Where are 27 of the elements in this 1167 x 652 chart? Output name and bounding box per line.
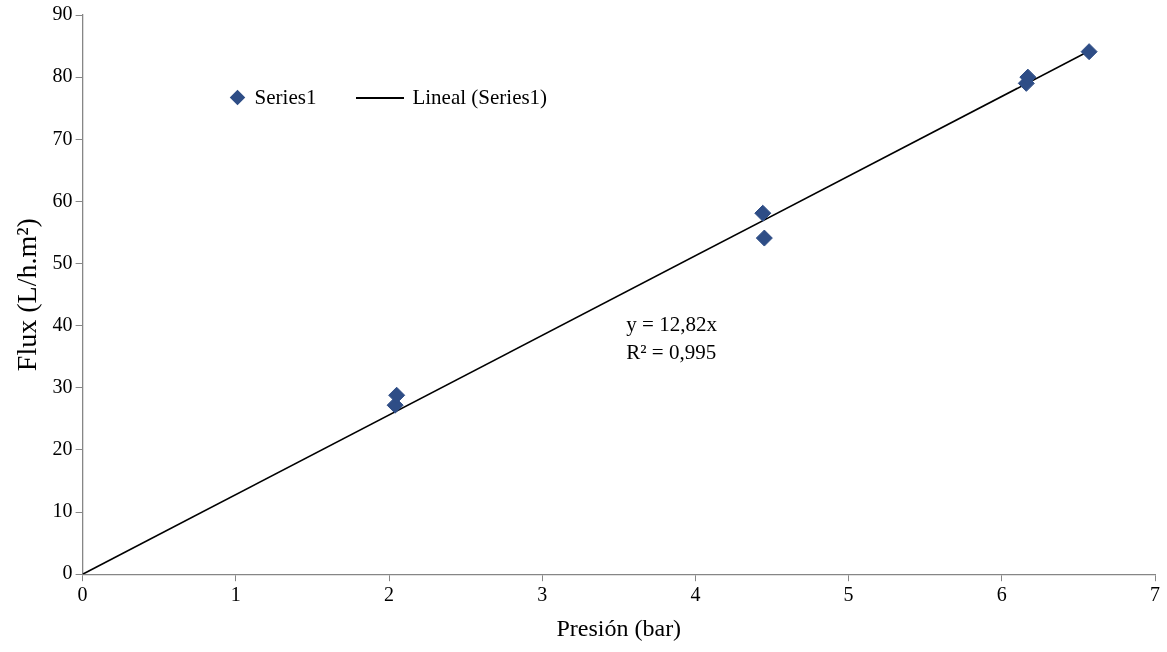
point xyxy=(754,204,772,222)
y-tick-label: 60 xyxy=(52,188,73,211)
x-tick-label: 4 xyxy=(690,583,701,606)
x-tick-label: 5 xyxy=(843,583,854,606)
annotation: R² = 0,995 xyxy=(626,339,717,364)
y-tick-label: 50 xyxy=(52,250,73,273)
x-tick-label: 1 xyxy=(230,583,241,606)
x-tick-label: 0 xyxy=(77,583,88,606)
y-tick-label: 80 xyxy=(52,64,73,87)
annotation: y = 12,82x xyxy=(626,311,718,336)
y-tick-label: 20 xyxy=(52,437,73,460)
x-axis-title: Presión (bar) xyxy=(556,614,682,641)
point xyxy=(1080,43,1098,61)
legend-label: Lineal (Series1) xyxy=(412,85,548,110)
y-tick-label: 30 xyxy=(52,375,73,398)
y-tick-label: 40 xyxy=(52,312,73,335)
y-tick-label: 10 xyxy=(52,499,73,522)
y-tick-label: 90 xyxy=(52,2,73,25)
x-tick-label: 7 xyxy=(1150,583,1160,606)
y-axis-title: Flux (L/h.m²) xyxy=(11,218,43,372)
legend-label: Series1 xyxy=(254,85,317,110)
x-tick-label: 6 xyxy=(996,583,1007,606)
x-tick-label: 2 xyxy=(384,583,394,606)
x-tick-label: 3 xyxy=(537,583,548,606)
y-tick-label: 0 xyxy=(62,561,73,584)
y-tick-label: 70 xyxy=(52,126,73,149)
point xyxy=(755,229,773,247)
